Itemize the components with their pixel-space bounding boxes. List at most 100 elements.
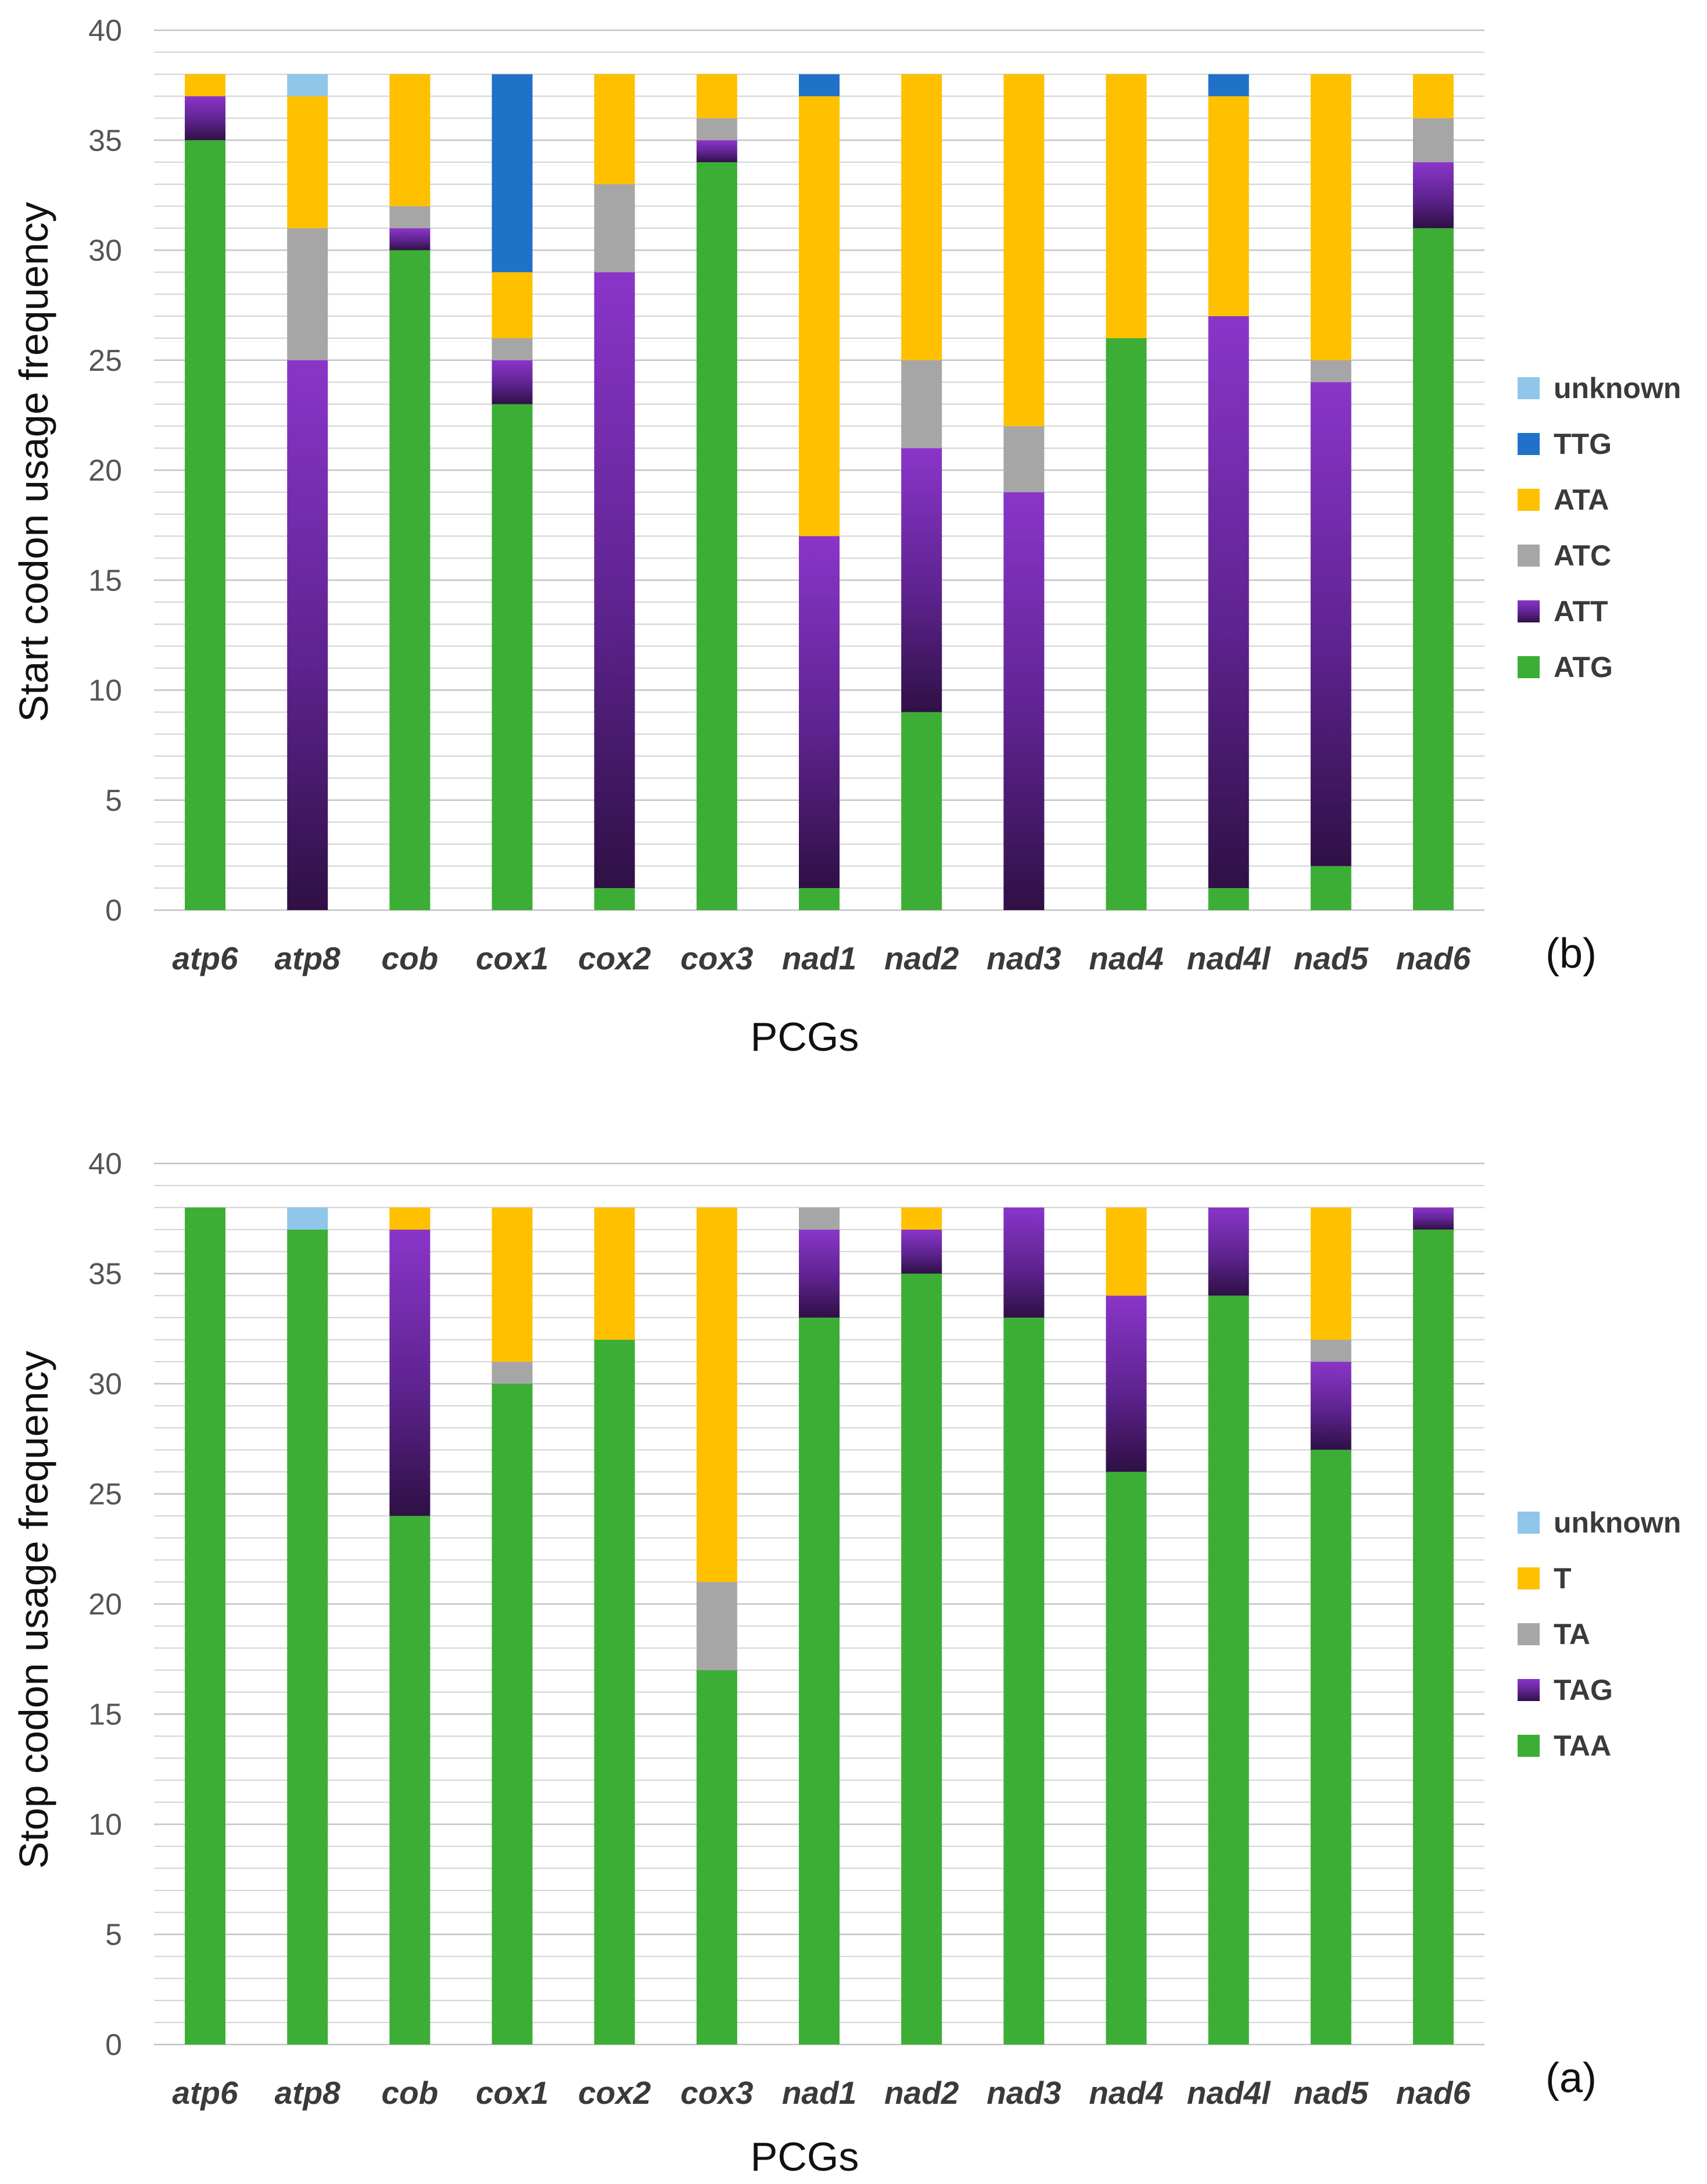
y-tick-label: 0 xyxy=(105,894,122,928)
x-tick-label-nad3: nad3 xyxy=(987,940,1061,976)
bar-segment-nad1-atg xyxy=(799,888,840,910)
x-tick-label-nad4l: nad4l xyxy=(1187,940,1271,976)
y-tick-label: 20 xyxy=(88,454,122,488)
start-chart-x-ticks: atp6 atp8 cob cox1 cox2 cox3 nad1 nad2 nad3 nad4 n… xyxy=(173,940,1471,976)
bar-segment-cox3-atg xyxy=(696,162,737,911)
legend-label-tag: TAG xyxy=(1554,1674,1613,1706)
legend-swatch-ta xyxy=(1518,1623,1540,1645)
start-chart-y-ticks: 0 5 10 15 20 25 30 35 40 xyxy=(88,14,122,928)
y-tick-label: 40 xyxy=(88,1147,122,1181)
bar-segment-cox3-t xyxy=(696,1207,737,1582)
y-tick-label: 15 xyxy=(88,1698,122,1732)
bar-segment-cox3-ta xyxy=(696,1582,737,1670)
bar-segment-nad3-att xyxy=(1003,492,1045,910)
bar-segment-nad6-atg xyxy=(1412,228,1454,910)
bar-segment-atp6-att xyxy=(185,96,226,141)
bar-segment-atp6-ata xyxy=(185,74,226,96)
bar-segment-nad3-ata xyxy=(1003,74,1045,427)
bar-segment-cob-atc xyxy=(389,206,431,228)
bar-segment-atp6-taa xyxy=(185,1207,226,2045)
legend-swatch-ttg xyxy=(1518,433,1540,455)
legend-swatch-unknown xyxy=(1518,1512,1540,1534)
bar-segment-nad4-atg xyxy=(1106,338,1147,910)
x-tick-label-nad4: nad4 xyxy=(1089,2075,1163,2111)
bar-segment-nad1-taa xyxy=(799,1317,840,2045)
bar-segment-nad4l-atg xyxy=(1208,888,1249,910)
start-chart-panel-label: (b) xyxy=(1545,930,1597,977)
legend-label-ttg: TTG xyxy=(1554,428,1612,460)
bar-segment-cox2-atg xyxy=(594,888,635,910)
legend-swatch-att xyxy=(1518,600,1540,622)
x-tick-label-cox3: cox3 xyxy=(680,2075,753,2111)
bar-segment-nad5-ta xyxy=(1310,1340,1351,1362)
x-tick-label-nad2: nad2 xyxy=(884,2075,959,2111)
bar-segment-nad2-ata xyxy=(901,74,942,360)
stop-chart-x-ticks: atp6 atp8 cob cox1 cox2 cox3 nad1 nad2 nad3 nad4 n… xyxy=(173,2075,1471,2111)
bar-segment-nad4l-ata xyxy=(1208,96,1249,317)
bar-segment-nad6-atc xyxy=(1412,118,1454,163)
y-tick-label: 5 xyxy=(105,784,122,818)
stop-codon-chart: 0 5 10 15 20 25 30 35 40 atp6 atp8 cob cox1 cox2 cox3… xyxy=(11,1147,1681,2179)
x-tick-label-cox2: cox2 xyxy=(578,940,651,976)
start-codon-chart: 0 5 10 15 20 25 30 35 40 atp6 atp8 cob cox1 cox2 cox3… xyxy=(11,14,1681,1059)
bar-segment-atp8-unknown xyxy=(287,74,328,96)
legend-label-unknown: unknown xyxy=(1554,372,1681,404)
bar-segment-nad2-tag xyxy=(901,1229,942,1274)
bar-segment-nad4-ata xyxy=(1106,74,1147,338)
y-tick-label: 15 xyxy=(88,564,122,597)
legend-label-atg: ATG xyxy=(1554,651,1613,683)
legend-label-t: T xyxy=(1554,1562,1572,1595)
bar-segment-cox1-t xyxy=(492,1207,533,1362)
x-tick-label-cox3: cox3 xyxy=(680,940,753,976)
bar-segment-cox2-atc xyxy=(594,184,635,273)
bar-segment-cox1-taa xyxy=(492,1384,533,2045)
bar-segment-atp8-att xyxy=(287,360,328,910)
bar-segment-nad1-tag xyxy=(799,1229,840,1318)
legend-swatch-ata xyxy=(1518,489,1540,511)
bar-segment-cob-tag xyxy=(389,1229,431,1516)
legend-swatch-t xyxy=(1518,1567,1540,1589)
y-tick-label: 10 xyxy=(88,1808,122,1842)
bar-segment-nad2-atc xyxy=(901,360,942,449)
x-tick-label-atp8: atp8 xyxy=(275,940,341,976)
bar-segment-nad5-att xyxy=(1310,382,1351,867)
y-tick-label: 25 xyxy=(88,1478,122,1512)
bar-segment-cox2-t xyxy=(594,1207,635,1340)
bar-segment-cox3-ata xyxy=(696,74,737,119)
x-tick-label-atp6: atp6 xyxy=(173,940,239,976)
y-tick-label: 20 xyxy=(88,1588,122,1621)
start-chart-legend: unknown TTG ATA ATC ATT ATG xyxy=(1518,372,1681,683)
y-tick-label: 35 xyxy=(88,1258,122,1291)
bar-segment-nad1-ta xyxy=(799,1207,840,1230)
x-tick-label-cox1: cox1 xyxy=(476,940,548,976)
bar-segment-nad6-tag xyxy=(1412,1207,1454,1230)
bar-segment-cox1-atg xyxy=(492,404,533,910)
bar-segment-nad5-ata xyxy=(1310,74,1351,360)
legend-swatch-atg xyxy=(1518,656,1540,678)
bar-segment-cox2-taa xyxy=(594,1340,635,2045)
y-tick-label: 25 xyxy=(88,344,122,378)
bar-segment-cob-att xyxy=(389,228,431,250)
start-chart-y-axis-title: Start codon usage frequency xyxy=(11,202,56,722)
x-tick-label-cob: cob xyxy=(381,2075,438,2111)
bar-segment-nad4-t xyxy=(1106,1207,1147,1296)
y-tick-label: 0 xyxy=(105,2028,122,2062)
bar-segment-nad6-ata xyxy=(1412,74,1454,119)
bar-segment-nad2-att xyxy=(901,448,942,713)
bar-segment-nad1-ata xyxy=(799,96,840,536)
stop-chart-panel-label: (a) xyxy=(1545,2055,1597,2101)
bar-segment-atp8-ata xyxy=(287,96,328,228)
bar-segment-nad3-tag xyxy=(1003,1207,1045,1318)
stop-chart-x-axis-title: PCGs xyxy=(751,2134,859,2179)
bar-segment-cox2-att xyxy=(594,272,635,889)
bar-segment-nad4l-att xyxy=(1208,316,1249,889)
bar-segment-atp8-taa xyxy=(287,1229,328,2045)
stop-chart-y-ticks: 0 5 10 15 20 25 30 35 40 xyxy=(88,1147,122,2062)
x-tick-label-atp6: atp6 xyxy=(173,2075,239,2111)
x-tick-label-cob: cob xyxy=(381,940,438,976)
stop-chart-bars xyxy=(185,1207,1454,2045)
bar-segment-nad6-att xyxy=(1412,162,1454,228)
y-tick-label: 10 xyxy=(88,674,122,708)
bar-segment-cox1-ttg xyxy=(492,74,533,273)
